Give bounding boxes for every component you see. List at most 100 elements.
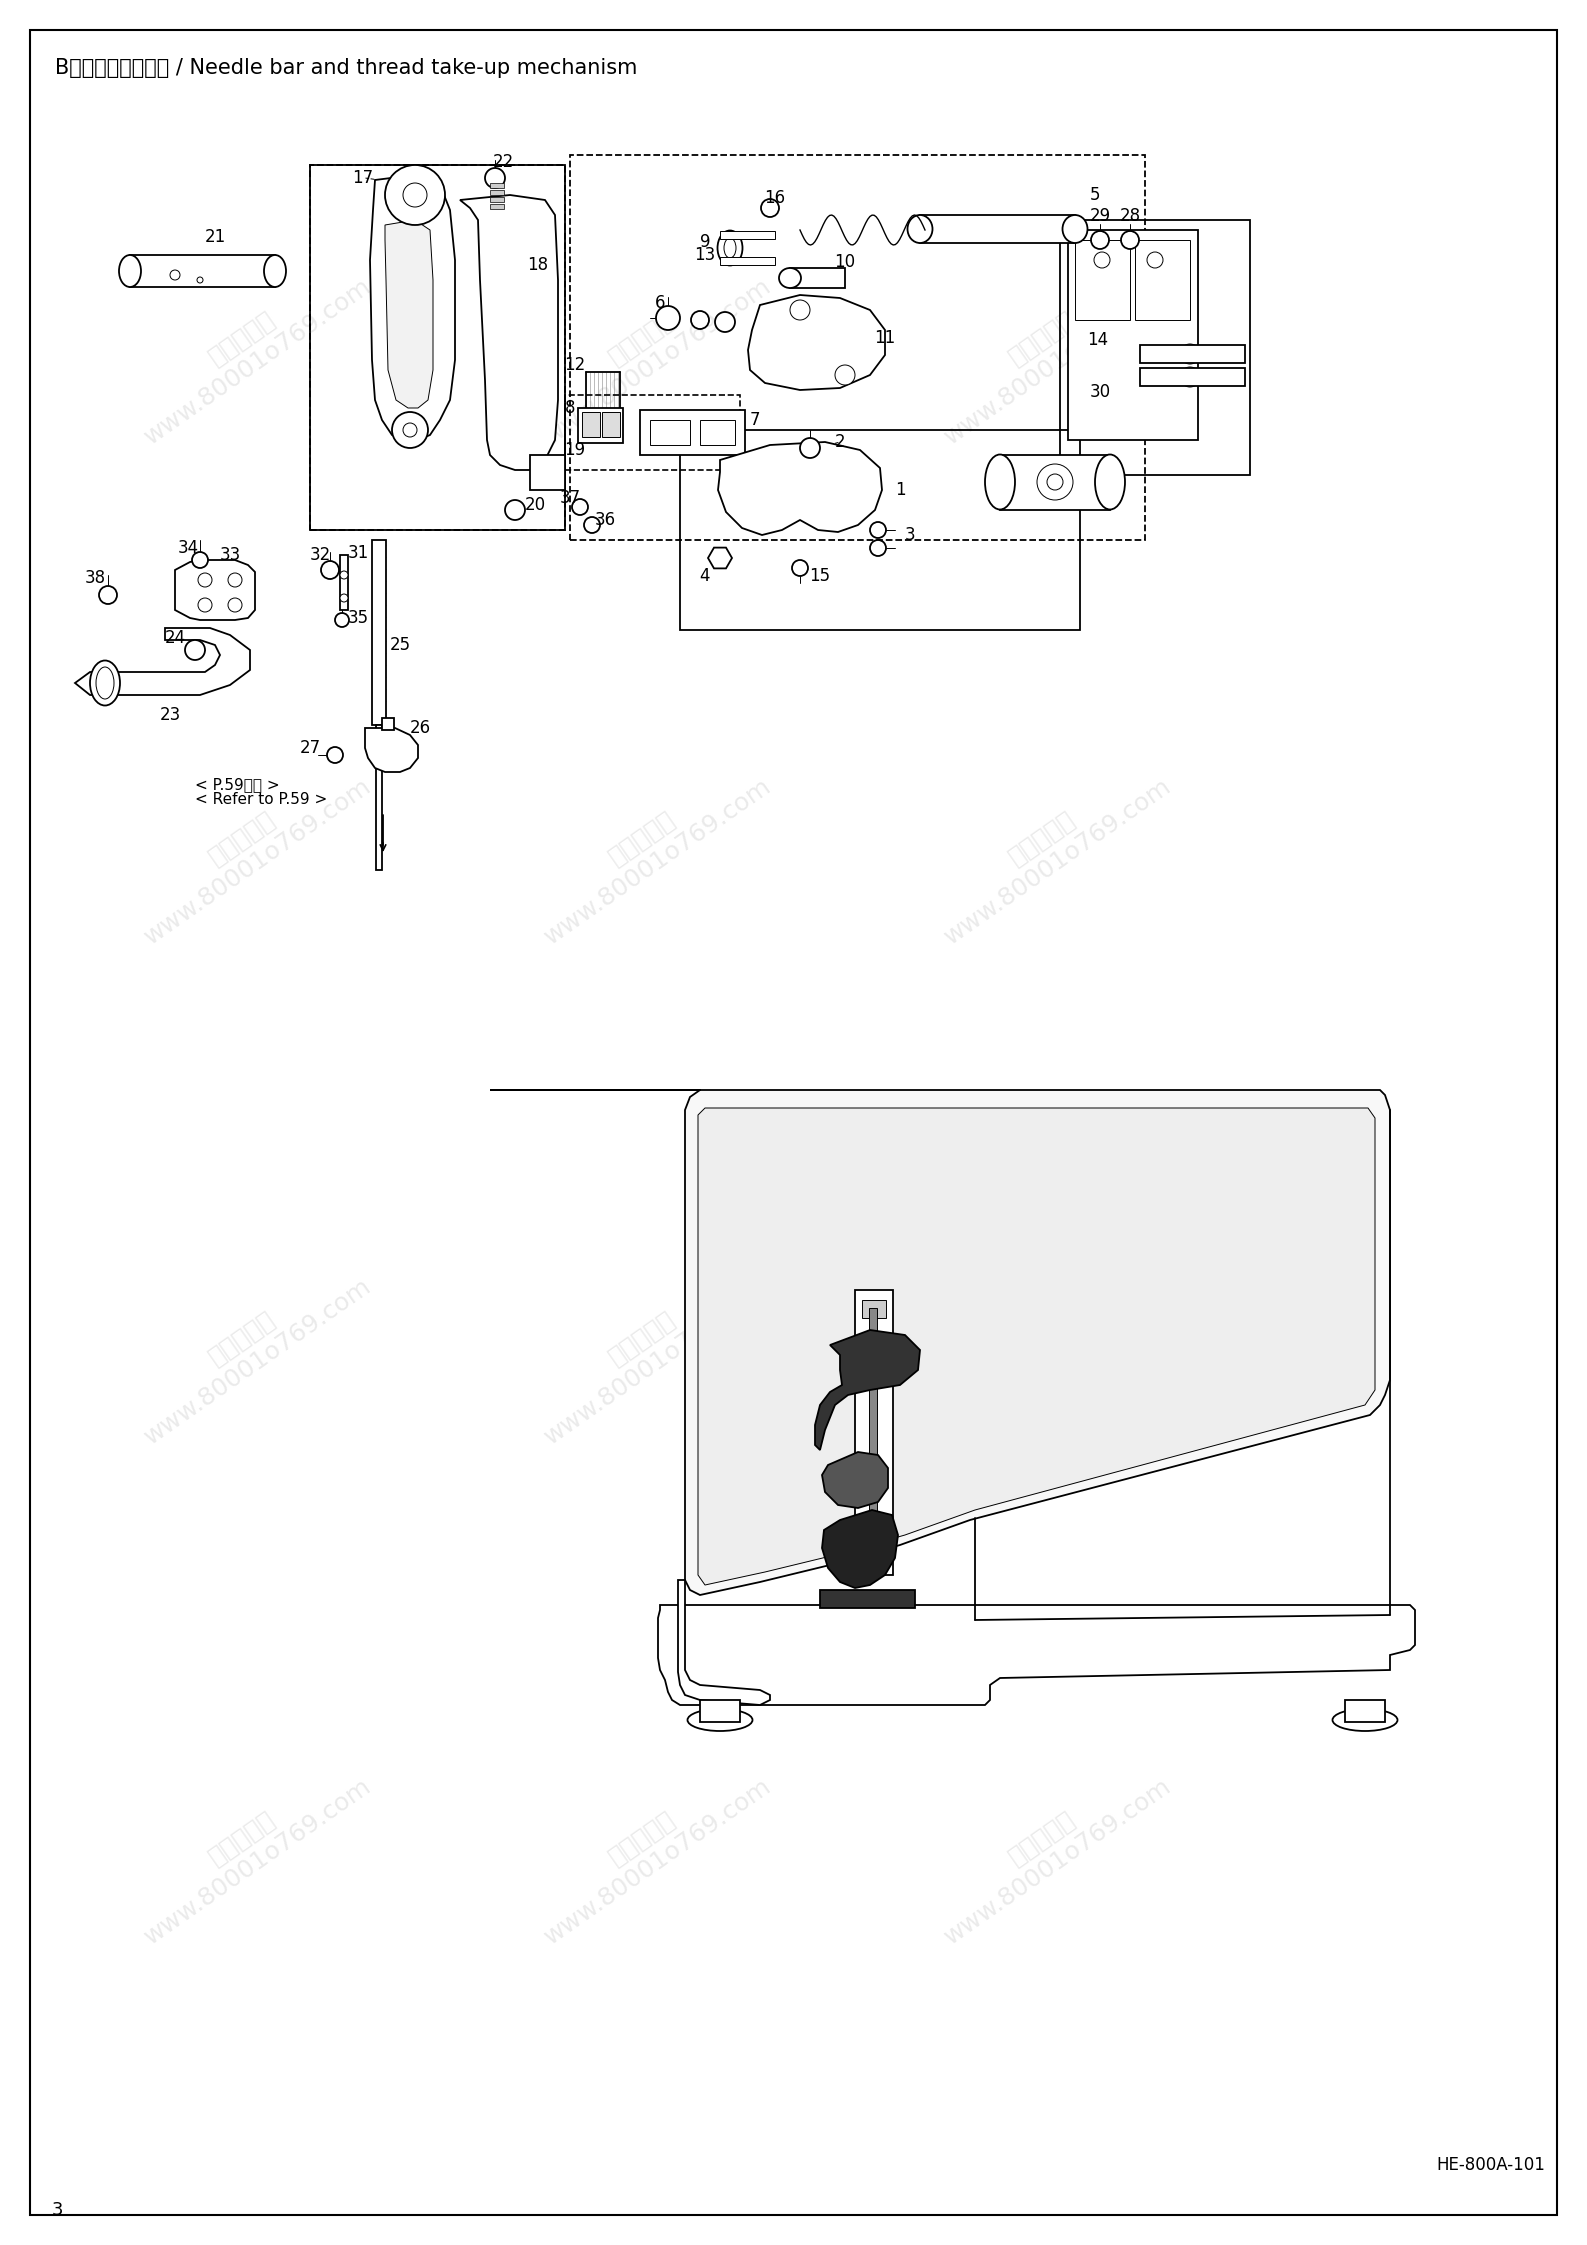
Text: 15: 15 [809, 568, 830, 586]
Text: B．针棒・天秤関係 / Needle bar and thread take-up mechanism: B．针棒・天秤関係 / Needle bar and thread take-u… [56, 58, 638, 79]
Circle shape [1093, 251, 1109, 267]
Bar [790, 267, 844, 287]
Text: 32: 32 [309, 546, 330, 563]
Text: 3: 3 [52, 2200, 63, 2218]
Bar [601, 413, 621, 438]
Ellipse shape [986, 453, 1016, 510]
Text: 29: 29 [1089, 207, 1111, 224]
Text: 21: 21 [205, 229, 225, 247]
Bar [490, 198, 505, 202]
Bar [1074, 240, 1130, 321]
Text: 永华针车行
www.80001o769.com: 永华针车行 www.80001o769.com [124, 1751, 376, 1949]
Text: 28: 28 [1119, 207, 1141, 224]
Text: 永华针车行
www.80001o769.com: 永华针车行 www.80001o769.com [524, 1250, 776, 1448]
Text: 永华针车行
www.80001o769.com: 永华针车行 www.80001o769.com [124, 251, 376, 449]
Text: 3: 3 [905, 525, 916, 543]
Text: 11: 11 [874, 330, 895, 348]
Text: < P.59参照 >: < P.59参照 > [195, 777, 279, 792]
Text: 19: 19 [565, 440, 586, 458]
Polygon shape [490, 1091, 1390, 1594]
Bar [490, 184, 505, 189]
Text: 25: 25 [389, 635, 411, 653]
Text: 14: 14 [1087, 330, 1109, 348]
Circle shape [540, 465, 555, 480]
Circle shape [716, 312, 735, 332]
Text: 永华针车行
www.80001o769.com: 永华针车行 www.80001o769.com [524, 1751, 776, 1949]
Text: 永华针车行
www.80001o769.com: 永华针车行 www.80001o769.com [924, 1751, 1176, 1949]
Ellipse shape [690, 312, 709, 330]
Circle shape [229, 597, 241, 613]
Circle shape [584, 516, 600, 532]
Polygon shape [708, 548, 732, 568]
Text: 23: 23 [159, 705, 181, 723]
Ellipse shape [95, 667, 114, 698]
Ellipse shape [90, 660, 121, 705]
Text: 31: 31 [348, 543, 368, 561]
Circle shape [782, 469, 817, 505]
Bar [820, 1589, 916, 1607]
Circle shape [192, 552, 208, 568]
Polygon shape [365, 727, 417, 772]
Circle shape [1181, 366, 1200, 386]
Text: 永华针车行
www.80001o769.com: 永华针车行 www.80001o769.com [124, 752, 376, 950]
Polygon shape [822, 1511, 898, 1587]
Polygon shape [386, 220, 433, 409]
Polygon shape [747, 294, 886, 391]
Text: 20: 20 [524, 496, 546, 514]
Bar [679, 431, 1081, 631]
Bar [130, 256, 275, 287]
Polygon shape [75, 629, 251, 696]
Bar [920, 216, 1074, 242]
Text: 10: 10 [835, 254, 855, 272]
Polygon shape [659, 1605, 1416, 1704]
Circle shape [932, 220, 947, 238]
Ellipse shape [687, 1708, 752, 1731]
Text: 永华针车行
www.80001o769.com: 永华针车行 www.80001o769.com [924, 1250, 1176, 1448]
Circle shape [762, 200, 779, 218]
Text: 26: 26 [409, 718, 430, 736]
Text: 永华针车行
www.80001o769.com: 永华针车行 www.80001o769.com [524, 752, 776, 950]
Text: 1: 1 [895, 480, 905, 498]
Ellipse shape [263, 256, 286, 287]
Polygon shape [175, 559, 256, 620]
Text: 永华针车行
www.80001o769.com: 永华针车行 www.80001o769.com [924, 752, 1176, 950]
Circle shape [321, 561, 340, 579]
Circle shape [790, 301, 809, 321]
Bar [1060, 220, 1251, 476]
Circle shape [655, 305, 679, 330]
Text: 16: 16 [765, 189, 786, 207]
Circle shape [571, 498, 589, 514]
Circle shape [340, 595, 348, 602]
Bar [1139, 346, 1244, 364]
Polygon shape [698, 1109, 1374, 1585]
Bar [582, 413, 600, 438]
Text: 30: 30 [1089, 384, 1111, 402]
Circle shape [720, 317, 730, 328]
Text: 24: 24 [165, 629, 186, 647]
Circle shape [386, 164, 444, 224]
Circle shape [1147, 251, 1163, 267]
Bar [720, 256, 774, 265]
Circle shape [197, 276, 203, 283]
Text: HE-800A-101: HE-800A-101 [1436, 2155, 1546, 2173]
Text: 22: 22 [492, 153, 514, 171]
Bar [1135, 240, 1190, 321]
Polygon shape [822, 1453, 889, 1509]
Ellipse shape [717, 231, 743, 265]
Circle shape [792, 559, 808, 577]
Bar [1068, 229, 1198, 440]
Bar [490, 204, 505, 209]
Polygon shape [717, 442, 882, 534]
Circle shape [198, 572, 213, 586]
Bar [700, 1699, 740, 1722]
Circle shape [170, 269, 179, 281]
Text: 2: 2 [835, 433, 846, 451]
Circle shape [340, 570, 348, 579]
Circle shape [335, 613, 349, 626]
Circle shape [1047, 474, 1063, 489]
Text: 7: 7 [749, 411, 760, 429]
Bar [376, 725, 382, 871]
Polygon shape [816, 1329, 920, 1450]
Text: 永华针车行
www.80001o769.com: 永华针车行 www.80001o769.com [124, 1250, 376, 1448]
Polygon shape [460, 195, 559, 469]
